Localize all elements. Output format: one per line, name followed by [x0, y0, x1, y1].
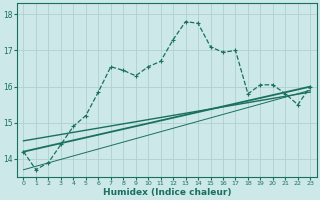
X-axis label: Humidex (Indice chaleur): Humidex (Indice chaleur) — [103, 188, 231, 197]
